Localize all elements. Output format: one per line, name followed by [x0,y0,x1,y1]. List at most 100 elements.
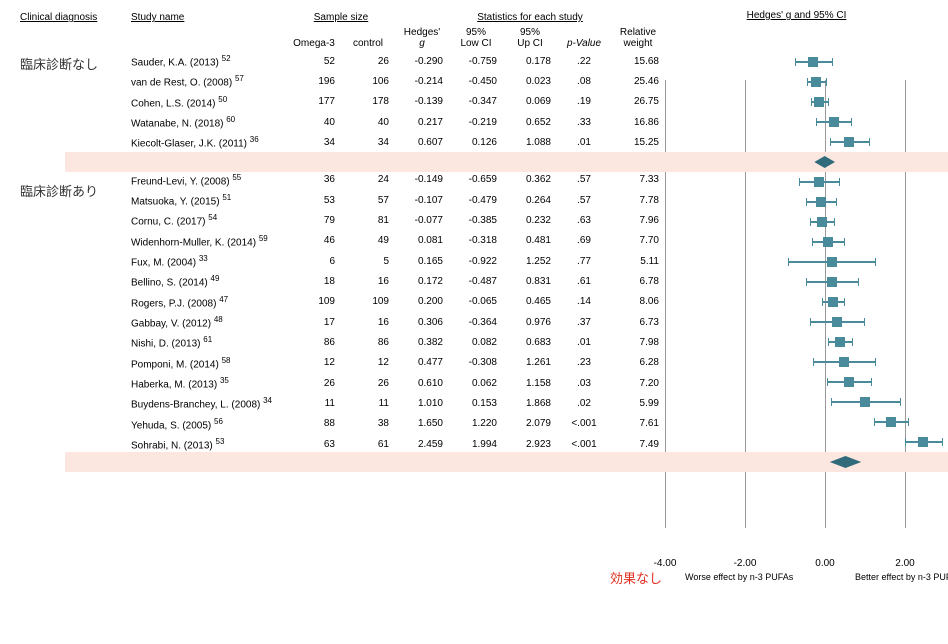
cell-wt: 5.11 [611,251,665,271]
cell-hi: 0.465 [503,292,557,312]
cell-study: Cohen, L.S. (2014) 50 [125,92,287,112]
cell-study: Matsuoka, Y. (2015) 51 [125,190,287,210]
cell-p: .14 [557,292,611,312]
cell-g: 0.165 [395,251,449,271]
cell-study: Gabbay, V. (2012) 48 [125,312,287,332]
cell-g: 0.607 [395,132,449,152]
cell-p: <.001 [557,414,611,434]
cell-hi: 1.252 [503,251,557,271]
cell-study: Pomponi, M. (2014) 58 [125,353,287,373]
ci-row [665,412,928,432]
ci-row [665,232,928,252]
cell-study: Kiecolt-Glaser, J.K. (2011) 36 [125,132,287,152]
ci-cap [826,78,827,86]
cell-p: .01 [557,332,611,352]
cell-n2: 49 [341,231,395,251]
cell-hi: 1.261 [503,353,557,373]
forest-plot-column: Hedges' g and 95% CI -4.00-2.000.002.004… [665,10,928,514]
point-estimate [918,437,928,447]
point-estimate [814,97,824,107]
cell-n1: 40 [287,112,341,132]
cell-n1: 109 [287,292,341,312]
cell-p: .22 [557,51,611,71]
cell-n1: 6 [287,251,341,271]
point-estimate [860,397,870,407]
cell-hi: 1.088 [503,132,557,152]
jp-label-none: 効果なし [610,568,662,587]
cell-p: .63 [557,210,611,230]
table-row: Buydens-Branchey, L. (2008) 3411111.0100… [125,393,665,413]
forest-table: Study name Sample size Statistics for ea… [125,10,665,471]
overall-diamond-row [665,452,928,472]
data-table-column: Study name Sample size Statistics for ea… [125,10,665,514]
cell-study: Rogers, P.J. (2008) 47 [125,292,287,312]
cell-n2: 81 [341,210,395,230]
cell-wt: 7.20 [611,373,665,393]
table-row: Widenhorn-Muller, K. (2014) 5946490.081-… [125,231,665,251]
ci-cap [864,318,865,326]
ci-cap [874,418,875,426]
table-row: Watanabe, N. (2018) 6040400.217-0.2190.6… [125,112,665,132]
cell-g: 0.477 [395,353,449,373]
cell-hi: 0.232 [503,210,557,230]
ci-row [665,372,928,392]
cell-lo: 0.082 [449,332,503,352]
cell-g: -0.077 [395,210,449,230]
ci-cap [830,138,831,146]
point-estimate [827,277,837,287]
cell-wt: 7.96 [611,210,665,230]
ci-row [665,292,928,312]
cell-study: Widenhorn-Muller, K. (2014) 59 [125,231,287,251]
ci-row [665,432,928,452]
x-axis: -4.00-2.000.002.004.00Worse effect by n-… [665,558,928,598]
cell-lo: -0.659 [449,170,503,190]
cell-lo: 0.126 [449,132,503,152]
cell-p: .57 [557,170,611,190]
overall-diamond-row [665,152,928,172]
cell-wt: 7.78 [611,190,665,210]
cell-study: Haberka, M. (2013) 35 [125,373,287,393]
cell-wt: 7.98 [611,332,665,352]
ci-row [665,112,928,132]
hdr-upci: 95%Up CI [503,25,557,51]
cell-n1: 177 [287,92,341,112]
cell-lo: -0.364 [449,312,503,332]
ci-row [665,212,928,232]
point-estimate [844,377,854,387]
cell-lo: -0.479 [449,190,503,210]
cell-lo: -0.318 [449,231,503,251]
cell-wt: 6.28 [611,353,665,373]
ci-cap [844,298,845,306]
table-row: van de Rest, O. (2008) 57196106-0.214-0.… [125,71,665,91]
cell-wt: 16.86 [611,112,665,132]
cell-p: .02 [557,393,611,413]
ci-row [665,312,928,332]
cell-p: .69 [557,231,611,251]
cell-n1: 46 [287,231,341,251]
ci-row [665,92,928,112]
cell-wt: 6.73 [611,312,665,332]
cell-hi: 0.652 [503,112,557,132]
cell-study: Nishi, D. (2013) 61 [125,332,287,352]
table-row: Matsuoka, Y. (2015) 515357-0.107-0.4790.… [125,190,665,210]
cell-n1: 18 [287,271,341,291]
table-row: Yehuda, S. (2005) 5688381.6501.2202.079<… [125,414,665,434]
cell-hi: 0.069 [503,92,557,112]
table-row: Sauder, K.A. (2013) 525226-0.290-0.7590.… [125,51,665,71]
cell-n1: 36 [287,170,341,190]
cell-study: Bellino, S. (2014) 49 [125,271,287,291]
cell-n2: 106 [341,71,395,91]
table-row: Haberka, M. (2013) 3526260.6100.0621.158… [125,373,665,393]
point-estimate [886,417,896,427]
cell-lo: -0.487 [449,271,503,291]
cell-wt: 6.78 [611,271,665,291]
x-label-better: Better effect by n-3 PUFAs [855,572,948,582]
cell-g: 0.610 [395,373,449,393]
cell-p: .23 [557,353,611,373]
cell-p: .08 [557,71,611,91]
point-estimate [835,337,845,347]
table-row: Bellino, S. (2014) 4918160.172-0.4870.83… [125,271,665,291]
cell-p: .57 [557,190,611,210]
ci-cap [851,118,852,126]
cell-lo: -0.219 [449,112,503,132]
